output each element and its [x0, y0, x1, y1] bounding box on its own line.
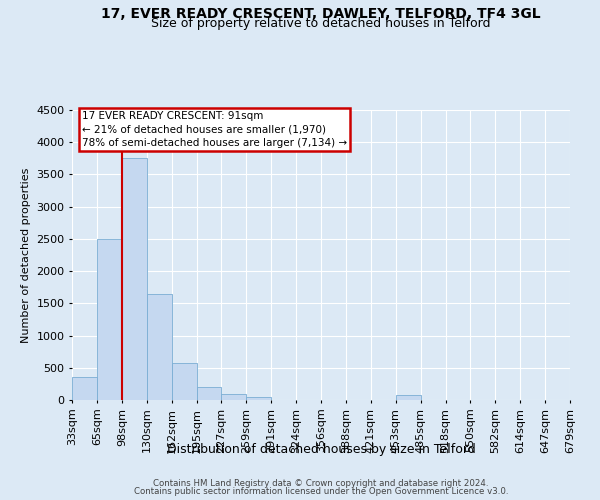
Text: Size of property relative to detached houses in Telford: Size of property relative to detached ho…: [151, 18, 491, 30]
Bar: [72, 378, 97, 400]
Text: Distribution of detached houses by size in Telford: Distribution of detached houses by size …: [167, 442, 475, 456]
Text: Contains public sector information licensed under the Open Government Licence v3: Contains public sector information licen…: [134, 487, 508, 496]
Text: 17, EVER READY CRESCENT, DAWLEY, TELFORD, TF4 3GL: 17, EVER READY CRESCENT, DAWLEY, TELFORD…: [101, 8, 541, 22]
Bar: [146, 294, 172, 400]
Bar: [197, 387, 221, 400]
Y-axis label: Number of detached properties: Number of detached properties: [20, 168, 31, 342]
Bar: [221, 394, 247, 400]
Text: Contains HM Land Registry data © Crown copyright and database right 2024.: Contains HM Land Registry data © Crown c…: [153, 478, 489, 488]
Bar: [172, 362, 197, 400]
Text: 17 EVER READY CRESCENT: 91sqm
← 21% of detached houses are smaller (1,970)
78% o: 17 EVER READY CRESCENT: 91sqm ← 21% of d…: [82, 112, 347, 148]
Bar: [97, 239, 122, 400]
Bar: [396, 395, 421, 400]
Bar: [122, 158, 147, 400]
Bar: [247, 397, 271, 400]
